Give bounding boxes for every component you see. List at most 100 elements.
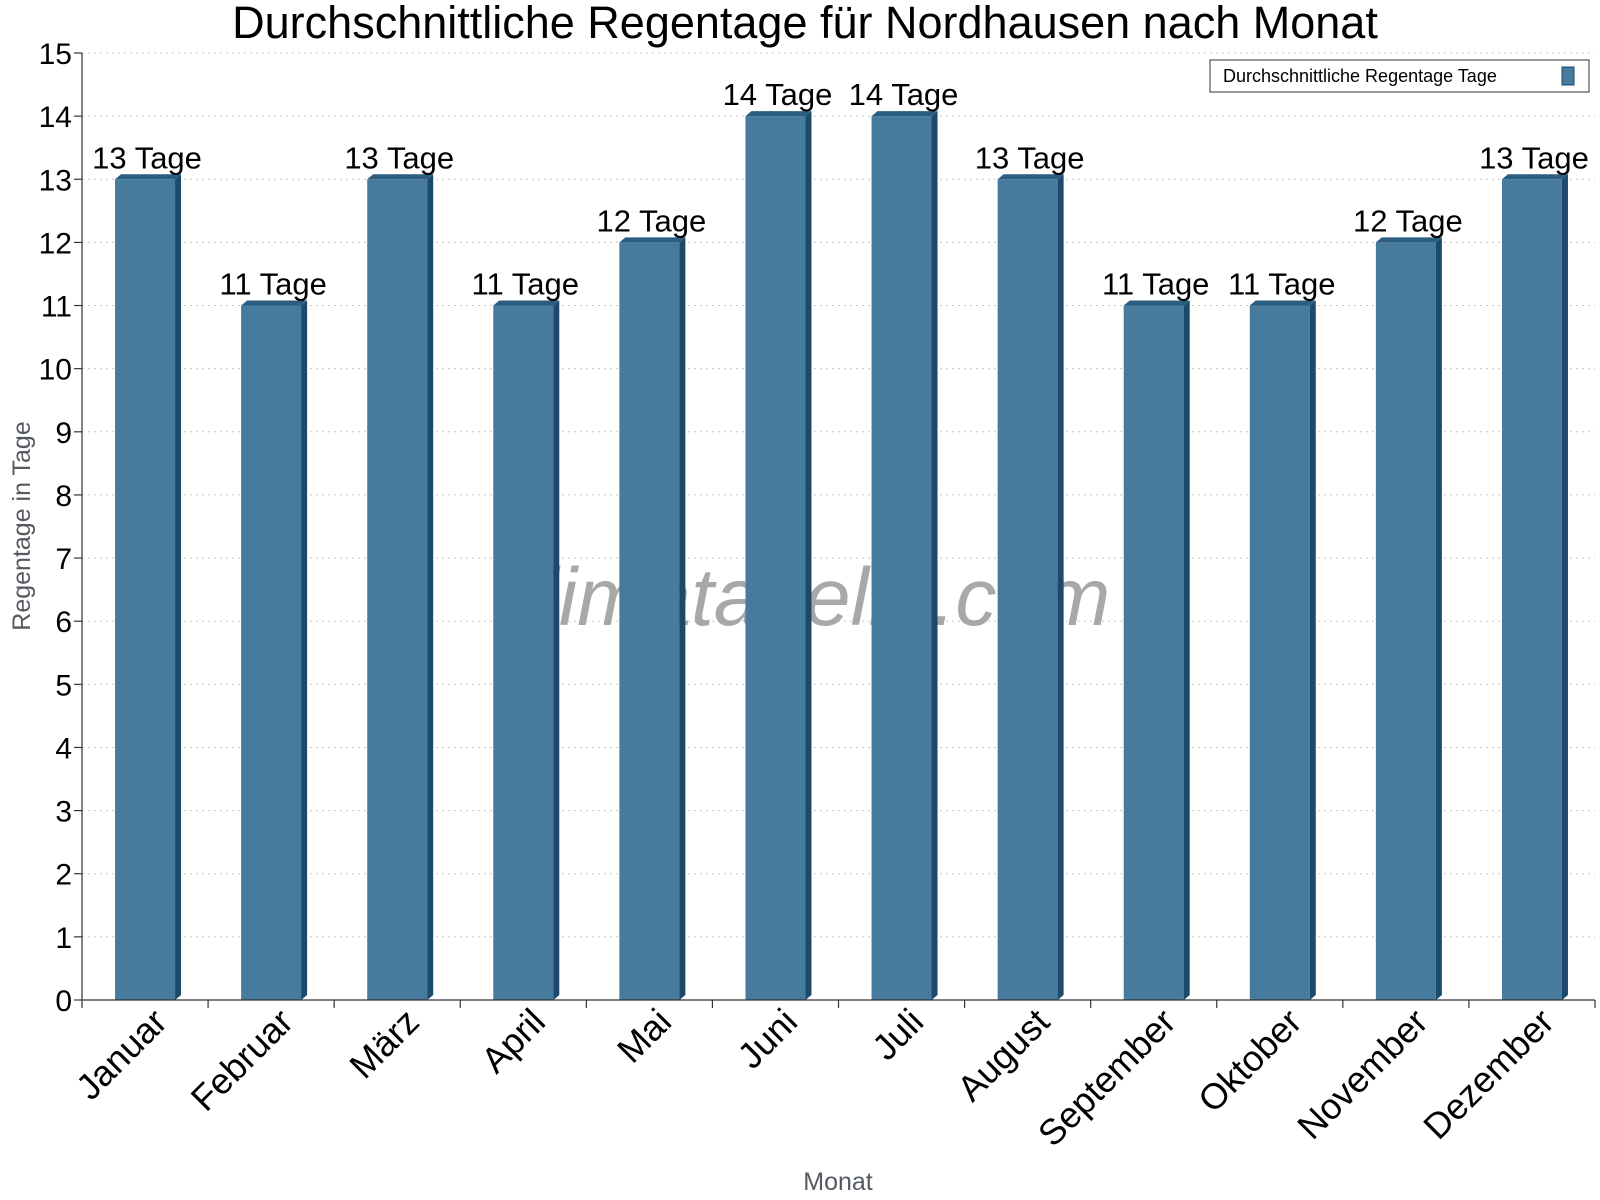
data-label: 11 Tage — [219, 267, 326, 302]
x-tick-label: März — [341, 1001, 427, 1087]
bar-top — [745, 111, 812, 117]
bar-front — [1123, 305, 1184, 1000]
y-tick-label: 12 — [39, 227, 72, 260]
bar-oktober — [1249, 300, 1316, 1000]
bar-side — [1183, 300, 1190, 1000]
bar-side — [1309, 300, 1316, 1000]
bar-top — [1249, 300, 1316, 306]
bar-top — [997, 174, 1064, 180]
y-tick-label: 8 — [55, 480, 72, 513]
bar-front — [115, 179, 176, 1000]
bar-dezember — [1501, 174, 1568, 1000]
legend-entry-label: Durchschnittliche Regentage Tage — [1223, 66, 1497, 86]
data-label: 13 Tage — [344, 140, 454, 175]
bar-front — [1249, 305, 1310, 1000]
bar-top — [871, 111, 938, 117]
bar-juni — [745, 111, 812, 1001]
y-tick-label: 11 — [41, 291, 72, 324]
bar-front — [619, 242, 680, 1000]
y-tick-label: 2 — [55, 859, 72, 892]
bar-front — [241, 305, 302, 1000]
bar-side — [931, 111, 938, 1001]
y-tick-label: 4 — [55, 732, 72, 765]
x-tick-label: Juni — [729, 1001, 805, 1077]
y-tick-label: 6 — [55, 606, 72, 639]
bar-side — [1435, 237, 1442, 1000]
x-tick-label: August — [949, 1001, 1057, 1109]
y-tick-label: 13 — [39, 164, 72, 197]
x-axis-label: Monat — [803, 1168, 873, 1196]
bar-top — [619, 237, 686, 243]
bar-top — [115, 174, 182, 180]
x-tick-label: Mai — [609, 1001, 679, 1071]
x-tick-label: November — [1289, 1001, 1435, 1147]
bar-series — [115, 111, 1568, 1001]
bar-side — [427, 174, 434, 1000]
y-tick-label: 10 — [39, 354, 72, 387]
bar-september — [1123, 300, 1190, 1000]
x-tick-label: Dezember — [1415, 1001, 1561, 1147]
bar-november — [1375, 237, 1442, 1000]
bar-side — [805, 111, 812, 1001]
chart-title: Durchschnittliche Regentage für Nordhaus… — [232, 0, 1378, 48]
y-tick-label: 5 — [55, 669, 72, 702]
bar-top — [367, 174, 434, 180]
data-labels: 13 Tage 11 Tage 13 Tage 11 Tage 12 Tage 14 Ta… — [92, 77, 1589, 301]
bar-side — [175, 174, 182, 1000]
data-label: 11 Tage — [1102, 267, 1209, 302]
bar-front — [1375, 242, 1436, 1000]
x-tick-label: Oktober — [1190, 1001, 1310, 1121]
data-label: 14 Tage — [723, 77, 833, 112]
bar-top — [493, 300, 560, 306]
y-tick-label: 7 — [55, 543, 72, 576]
bar-märz — [367, 174, 434, 1000]
data-label: 13 Tage — [1479, 140, 1589, 175]
data-label: 14 Tage — [849, 77, 959, 112]
bar-januar — [115, 174, 182, 1000]
data-label: 12 Tage — [1353, 203, 1463, 238]
bar-side — [1561, 174, 1568, 1000]
bar-juli — [871, 111, 938, 1001]
x-axis-ticks: Januar Februar März April Mai Juni Juli AugustS… — [68, 1000, 1596, 1155]
bar-side — [679, 237, 686, 1000]
x-tick-label: Juli — [864, 1001, 931, 1068]
bar-mai — [619, 237, 686, 1000]
y-tick-label: 3 — [55, 796, 72, 829]
bar-side — [1057, 174, 1064, 1000]
data-label: 11 Tage — [1228, 267, 1335, 302]
y-tick-label: 9 — [55, 417, 72, 450]
bar-april — [493, 300, 560, 1000]
bar-top — [1123, 300, 1190, 306]
bar-februar — [241, 300, 308, 1000]
data-label: 13 Tage — [975, 140, 1085, 175]
x-tick-label: September — [1030, 1001, 1184, 1155]
y-tick-label: 1 — [55, 922, 72, 955]
grid-lines — [82, 52, 1595, 938]
bar-front — [1501, 179, 1562, 1000]
bar-front — [871, 116, 932, 1001]
bar-top — [241, 300, 308, 306]
bar-top — [1501, 174, 1568, 180]
legend-swatch — [1561, 66, 1575, 86]
x-tick-label: Februar — [183, 1001, 301, 1119]
legend-box — [1209, 59, 1590, 93]
bar-front — [997, 179, 1058, 1000]
bar-front — [493, 305, 554, 1000]
bar-front — [367, 179, 428, 1000]
bar-top — [1375, 237, 1442, 243]
legend: Durchschnittliche Regentage Tage — [1209, 59, 1590, 93]
y-tick-label: 0 — [55, 985, 72, 1018]
bar-front — [745, 116, 806, 1001]
y-tick-label: 15 — [39, 38, 72, 71]
y-tick-label: 14 — [39, 101, 72, 134]
data-label: 13 Tage — [92, 140, 202, 175]
bar-side — [553, 300, 560, 1000]
bar-side — [301, 300, 308, 1000]
data-label: 11 Tage — [472, 267, 579, 302]
x-tick-label: Januar — [68, 1001, 175, 1108]
data-label: 12 Tage — [596, 203, 706, 238]
y-axis-label: Regentage in Tage — [8, 421, 36, 630]
x-tick-label: April — [473, 1001, 553, 1081]
